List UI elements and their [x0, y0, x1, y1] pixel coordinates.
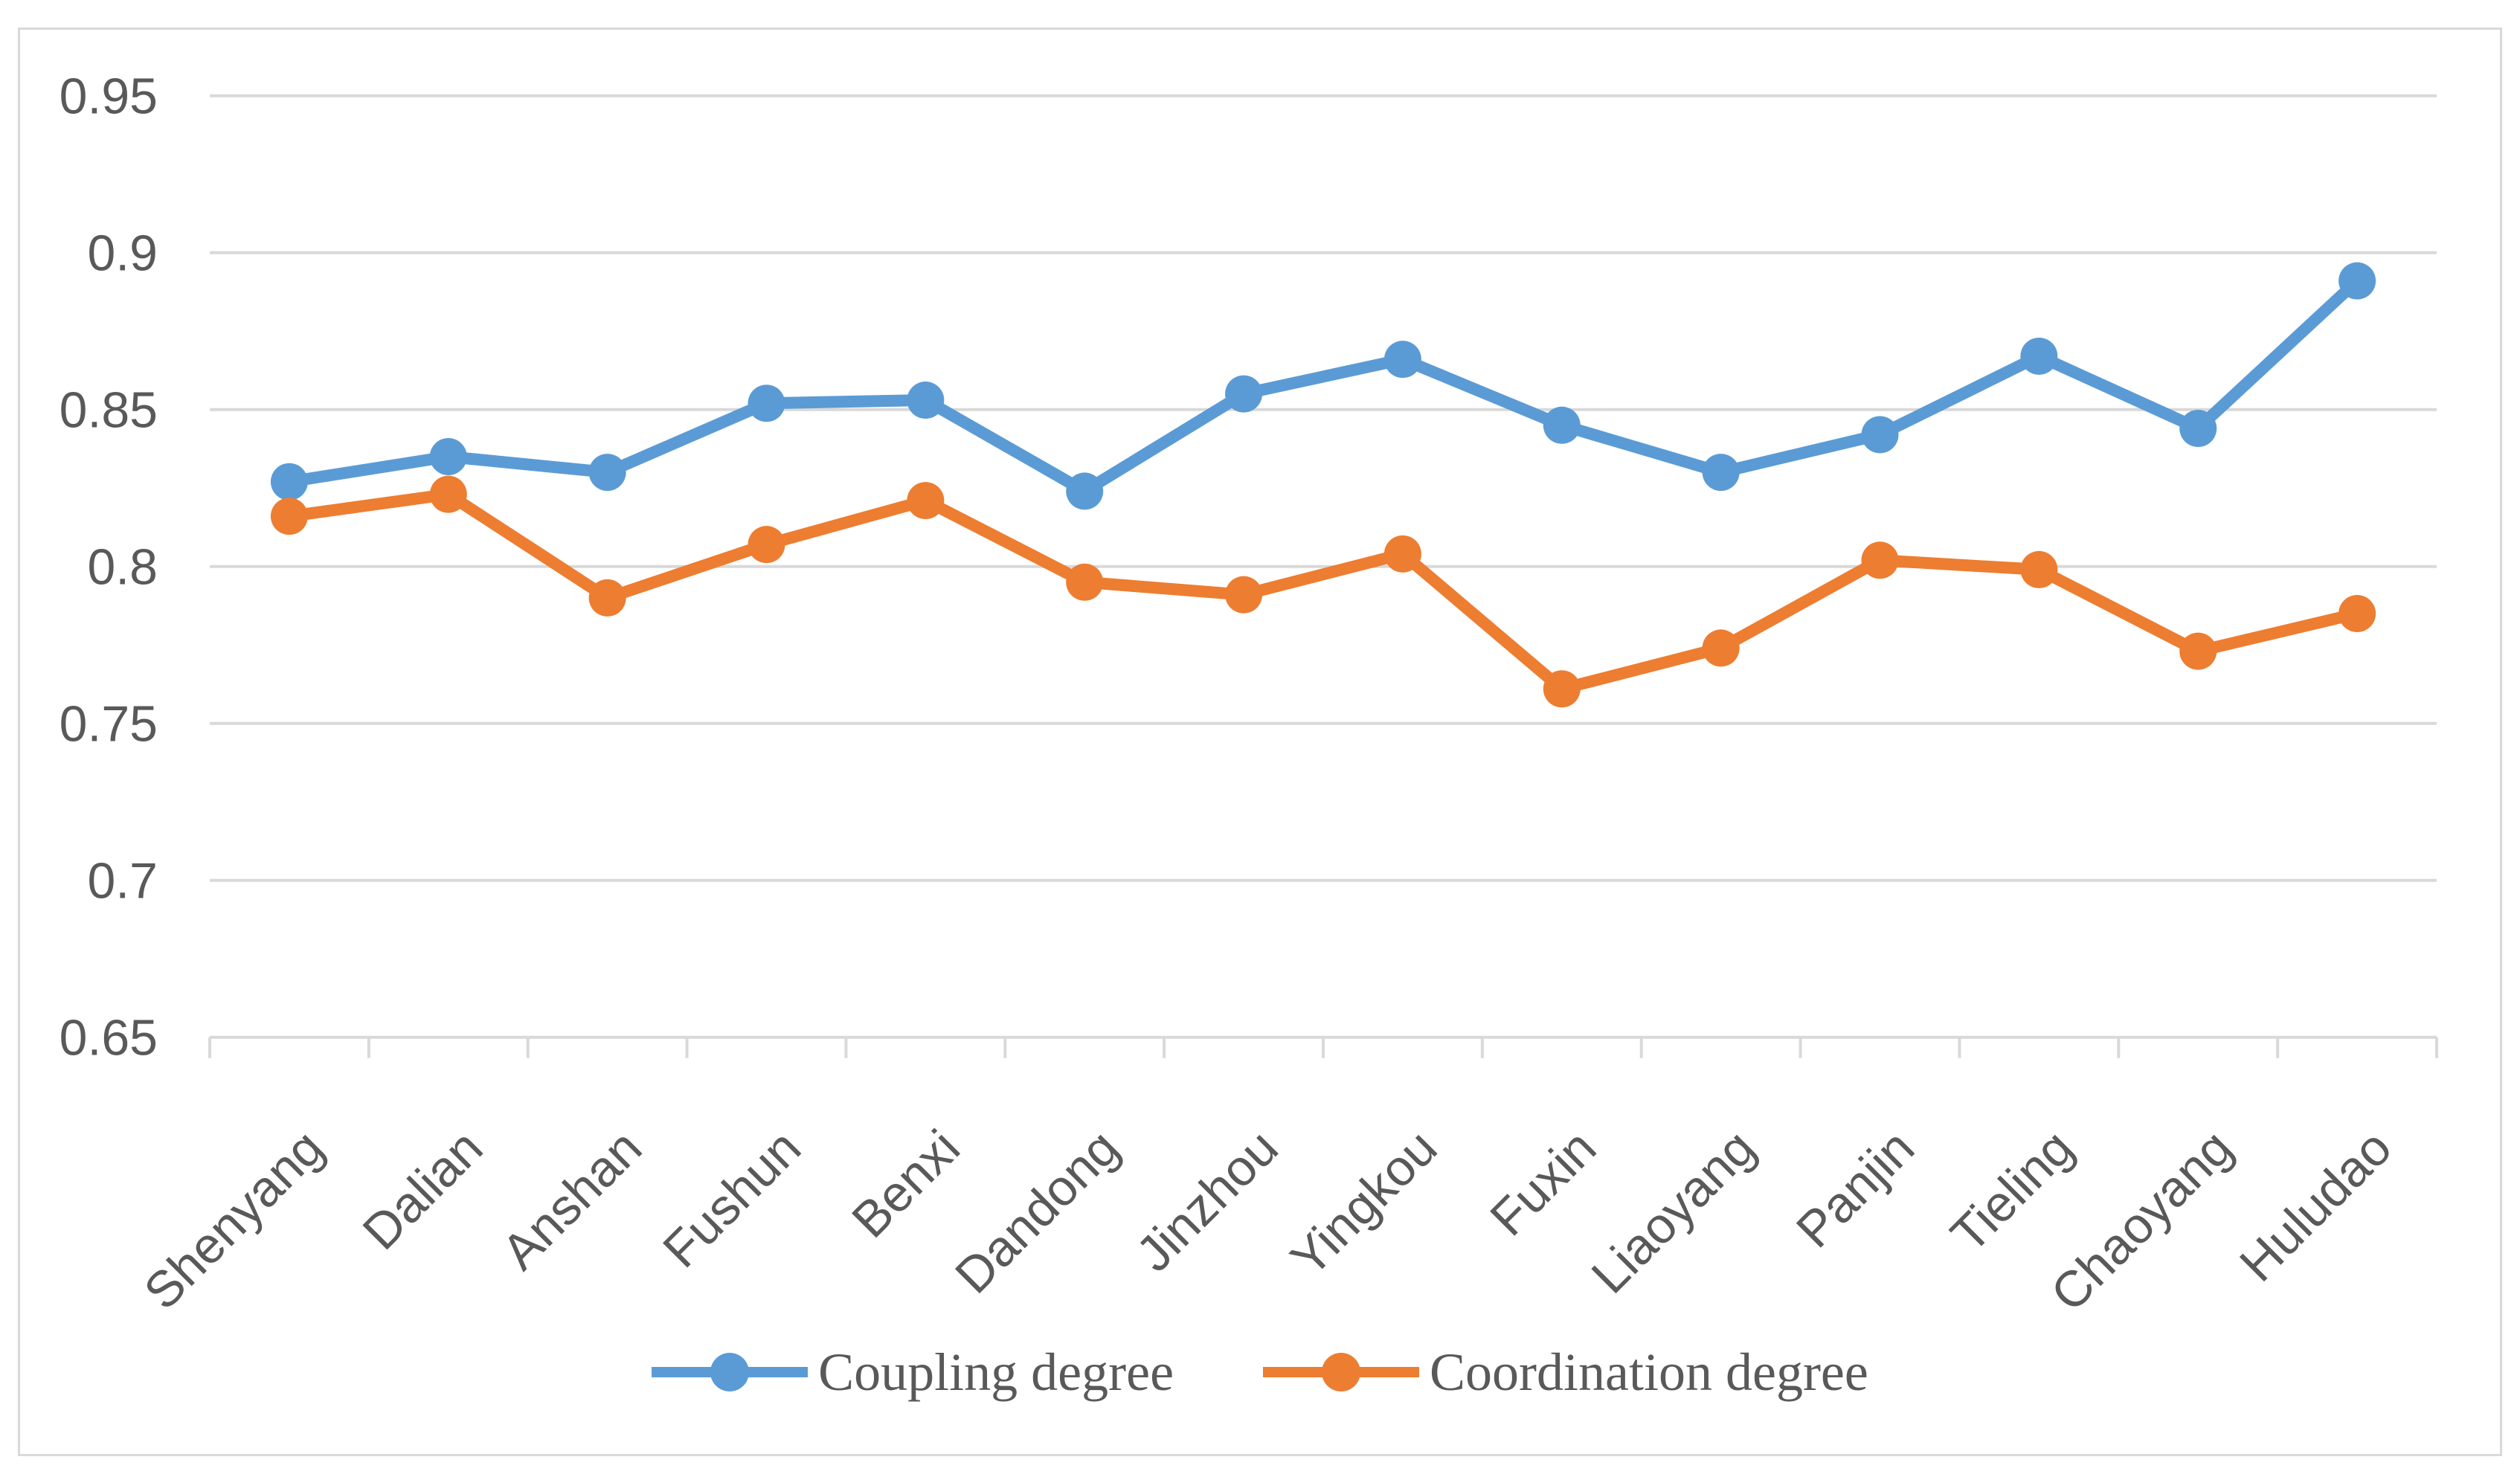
legend-line-marker-icon — [1263, 1353, 1420, 1391]
series-line — [283, 274, 2364, 498]
series-coupling-degree — [270, 262, 2376, 510]
data-point-marker — [1702, 454, 1740, 492]
data-point-marker — [1861, 541, 1899, 579]
y-axis-tick-labels: 0.65 0.7 0.75 0.8 0.85 0.9 0.95 — [60, 68, 158, 1066]
data-point-marker — [270, 498, 308, 535]
y-tick-label: 0.85 — [60, 382, 158, 439]
legend-line-marker-icon — [652, 1353, 809, 1391]
x-tick-label: Dandong — [945, 1119, 1130, 1304]
x-tick-label: Anshan — [491, 1119, 652, 1281]
x-tick-label: Fushun — [652, 1119, 811, 1278]
legend-item-coordination-degree: Coordination degree — [1263, 1345, 1868, 1399]
legend: Coupling degree Coordination degree — [0, 1335, 2520, 1409]
data-point-marker — [588, 579, 626, 617]
data-point-marker — [1861, 416, 1899, 454]
data-point-marker — [748, 384, 785, 422]
data-point-marker — [1543, 670, 1581, 708]
data-point-marker — [1225, 576, 1263, 614]
data-point-marker — [748, 526, 785, 564]
x-tick-label: Benxi — [841, 1119, 971, 1249]
x-tick-label: Tieling — [1940, 1119, 2084, 1264]
data-point-marker — [2179, 410, 2217, 448]
y-tick-label: 0.9 — [87, 225, 158, 282]
data-point-marker — [1066, 563, 1104, 601]
data-point-marker — [1702, 629, 1740, 667]
data-point-marker — [588, 454, 626, 492]
data-point-marker — [1066, 472, 1104, 510]
data-point-marker — [1225, 375, 1263, 413]
data-point-marker — [429, 475, 467, 513]
data-point-marker — [2339, 262, 2376, 300]
series-coordination-degree — [270, 475, 2376, 708]
data-point-marker — [2020, 550, 2058, 588]
data-point-marker — [907, 482, 945, 520]
data-point-marker — [907, 382, 945, 419]
y-tick-label: 0.8 — [87, 539, 158, 596]
x-axis-tick-marks — [208, 1037, 2438, 1058]
x-tick-label: Dalian — [352, 1119, 493, 1261]
gridlines — [210, 94, 2437, 1039]
data-point-marker — [270, 463, 308, 501]
x-tick-label: Jinzhou — [1125, 1119, 1288, 1282]
y-tick-label: 0.7 — [87, 853, 158, 910]
y-tick-label: 0.65 — [60, 1010, 158, 1066]
data-point-marker — [2179, 632, 2217, 670]
legend-label: Coupling degree — [818, 1342, 1174, 1402]
x-tick-label: Huludao — [2229, 1119, 2402, 1293]
x-tick-label: Fuxin — [1479, 1119, 1607, 1246]
y-tick-label: 0.75 — [60, 696, 158, 753]
data-point-marker — [1383, 341, 1421, 379]
series-line — [283, 488, 2364, 695]
x-tick-label: Shenyang — [133, 1119, 334, 1320]
data-point-marker — [1543, 406, 1581, 444]
x-tick-label: Yingkou — [1280, 1119, 1448, 1287]
legend-label: Coordination degree — [1430, 1342, 1868, 1402]
data-point-marker — [2020, 337, 2058, 375]
data-point-marker — [2339, 595, 2376, 632]
data-point-marker — [429, 438, 467, 475]
data-series — [270, 262, 2376, 708]
x-tick-label: Panjin — [1786, 1119, 1925, 1258]
legend-item-coupling-degree: Coupling degree — [652, 1345, 1174, 1399]
data-point-marker — [1383, 535, 1421, 573]
y-tick-label: 0.95 — [60, 68, 158, 125]
x-tick-label: Liaoyang — [1581, 1119, 1766, 1304]
